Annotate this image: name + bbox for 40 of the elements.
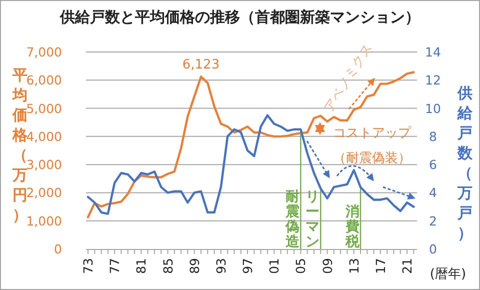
- x-tick-label: 81: [134, 258, 149, 274]
- y-tick-label: 0: [54, 242, 62, 256]
- y-tick-label: 7,000: [26, 44, 62, 60]
- annotation: コストアップ: [333, 126, 412, 141]
- y2-tick-label: 14: [425, 44, 441, 60]
- annotation: （耐震偽装）: [333, 151, 411, 166]
- y-tick-label: 6,000: [26, 72, 62, 88]
- x-tick-label: 89: [186, 258, 202, 274]
- y-tick-label: 1,000: [26, 213, 62, 228]
- x-tick-label: 21: [400, 258, 415, 274]
- x-tick-label: 85: [160, 258, 176, 274]
- y2-tick-label: 10: [425, 100, 441, 116]
- y-tick-label: 4,000: [26, 128, 62, 144]
- ref-line-label: 消費税: [344, 204, 361, 250]
- annotation: アベノミクス: [322, 41, 376, 116]
- y2-tick-label: 2: [429, 213, 437, 228]
- x-tick-label: 05: [293, 258, 308, 274]
- x-tick-label: 13: [346, 258, 362, 274]
- y2-tick-label: 12: [425, 72, 441, 88]
- x-tick-label: 77: [107, 258, 122, 274]
- y-tick-label: 3,000: [26, 157, 62, 172]
- x-tick-label: 01: [266, 258, 282, 274]
- x-axis-title: (暦年): [430, 267, 466, 282]
- x-tick-label: 73: [80, 258, 96, 274]
- y-axis-title: 平均価格（万円）: [12, 66, 28, 224]
- x-tick-label: 93: [213, 258, 228, 274]
- y2-tick-label: 6: [429, 157, 438, 172]
- y2-tick-label: 8: [429, 128, 438, 144]
- y2-axis-title: 供給戸数（万戸）: [456, 84, 474, 242]
- ref-line-label: リーマン: [306, 189, 320, 250]
- y-tick-label: 5,000: [26, 100, 62, 116]
- x-tick-label: 09: [320, 258, 335, 274]
- annotation: 6,123: [182, 58, 220, 73]
- ref-line-label: 耐震偽造: [284, 189, 301, 250]
- y-tick-label: 2,000: [26, 185, 62, 200]
- y2-tick-label: 4: [429, 185, 438, 200]
- chart-title: 供給戸数と平均価格の推移（首都圏新築マンション）: [59, 8, 420, 26]
- x-tick-label: 17: [372, 258, 388, 274]
- y2-tick-label: 0: [429, 242, 438, 256]
- x-tick-label: 97: [240, 258, 256, 274]
